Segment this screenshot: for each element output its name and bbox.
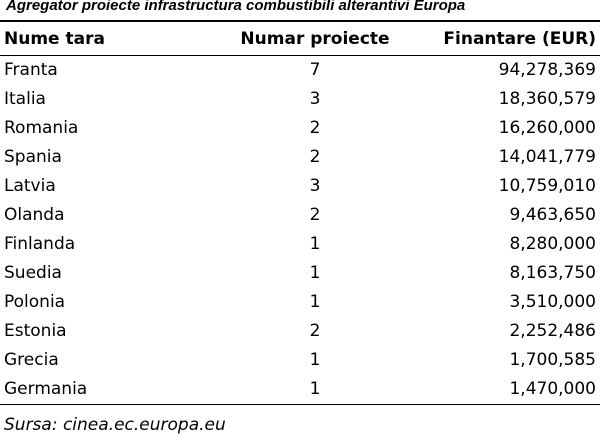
country-cell: Suedia bbox=[4, 263, 62, 283]
country-cell: Spania bbox=[4, 147, 62, 167]
table-row: Franta 7 94,278,369 bbox=[0, 56, 600, 86]
table-title: Agregator proiecte infrastructura combus… bbox=[6, 0, 466, 14]
table-row: Germania 1 1,470,000 bbox=[0, 375, 600, 404]
country-cell: Grecia bbox=[4, 350, 59, 370]
projects-cell: 2 bbox=[309, 118, 321, 138]
header-funding: Finantare (EUR) bbox=[410, 24, 600, 56]
funding-cell: 8,280,000 bbox=[509, 234, 596, 254]
country-cell: Olanda bbox=[4, 205, 65, 225]
funding-cell: 2,252,486 bbox=[509, 321, 596, 341]
country-cell: Polonia bbox=[4, 292, 66, 312]
funding-cell: 9,463,650 bbox=[509, 205, 596, 225]
projects-cell: 2 bbox=[309, 147, 321, 167]
projects-cell: 1 bbox=[309, 234, 321, 254]
country-cell: Germania bbox=[4, 379, 88, 399]
header-row: Nume tara Numar proiecte Finantare (EUR) bbox=[0, 24, 600, 56]
projects-cell: 1 bbox=[309, 292, 321, 312]
projects-cell: 2 bbox=[309, 321, 321, 341]
table-header: Nume tara Numar proiecte Finantare (EUR) bbox=[0, 24, 600, 56]
table-row: Suedia 1 8,163,750 bbox=[0, 259, 600, 288]
projects-cell: 1 bbox=[309, 263, 321, 283]
country-cell: Romania bbox=[4, 118, 79, 138]
table-row: Polonia 1 3,510,000 bbox=[0, 288, 600, 317]
projects-cell: 1 bbox=[309, 350, 321, 370]
projects-cell: 3 bbox=[309, 176, 321, 196]
source-note: Sursa: cinea.ec.europa.eu bbox=[4, 415, 226, 435]
funding-cell: 1,470,000 bbox=[509, 379, 596, 399]
header-country: Nume tara bbox=[0, 24, 180, 56]
country-cell: Italia bbox=[4, 89, 46, 109]
country-cell: Estonia bbox=[4, 321, 67, 341]
funding-cell: 18,360,579 bbox=[498, 89, 596, 109]
table-row: Grecia 1 1,700,585 bbox=[0, 346, 600, 375]
funding-cell: 1,700,585 bbox=[509, 350, 596, 370]
top-rule bbox=[0, 20, 600, 22]
funding-cell: 8,163,750 bbox=[509, 263, 596, 283]
header-projects: Numar proiecte bbox=[180, 24, 410, 56]
funding-cell: 94,278,369 bbox=[498, 60, 596, 80]
projects-table: Nume tara Numar proiecte Finantare (EUR)… bbox=[0, 24, 600, 404]
funding-cell: 14,041,779 bbox=[498, 147, 596, 167]
projects-cell: 3 bbox=[309, 89, 321, 109]
table-row: Romania 2 16,260,000 bbox=[0, 114, 600, 143]
table-row: Estonia 2 2,252,486 bbox=[0, 317, 600, 346]
country-cell: Franta bbox=[4, 60, 58, 80]
table-row: Finlanda 1 8,280,000 bbox=[0, 230, 600, 259]
projects-cell: 7 bbox=[309, 60, 321, 80]
table-row: Spania 2 14,041,779 bbox=[0, 143, 600, 172]
country-cell: Finlanda bbox=[4, 234, 76, 254]
funding-cell: 16,260,000 bbox=[498, 118, 596, 138]
country-cell: Latvia bbox=[4, 176, 56, 196]
projects-cell: 2 bbox=[309, 205, 321, 225]
table-row: Olanda 2 9,463,650 bbox=[0, 201, 600, 230]
table-row: Italia 3 18,360,579 bbox=[0, 85, 600, 114]
funding-cell: 3,510,000 bbox=[509, 292, 596, 312]
table-body: Franta 7 94,278,369 Italia 3 18,360,579 … bbox=[0, 56, 600, 405]
bottom-rule bbox=[0, 404, 600, 405]
table-row: Latvia 3 10,759,010 bbox=[0, 172, 600, 201]
funding-cell: 10,759,010 bbox=[498, 176, 596, 196]
projects-cell: 1 bbox=[309, 379, 321, 399]
